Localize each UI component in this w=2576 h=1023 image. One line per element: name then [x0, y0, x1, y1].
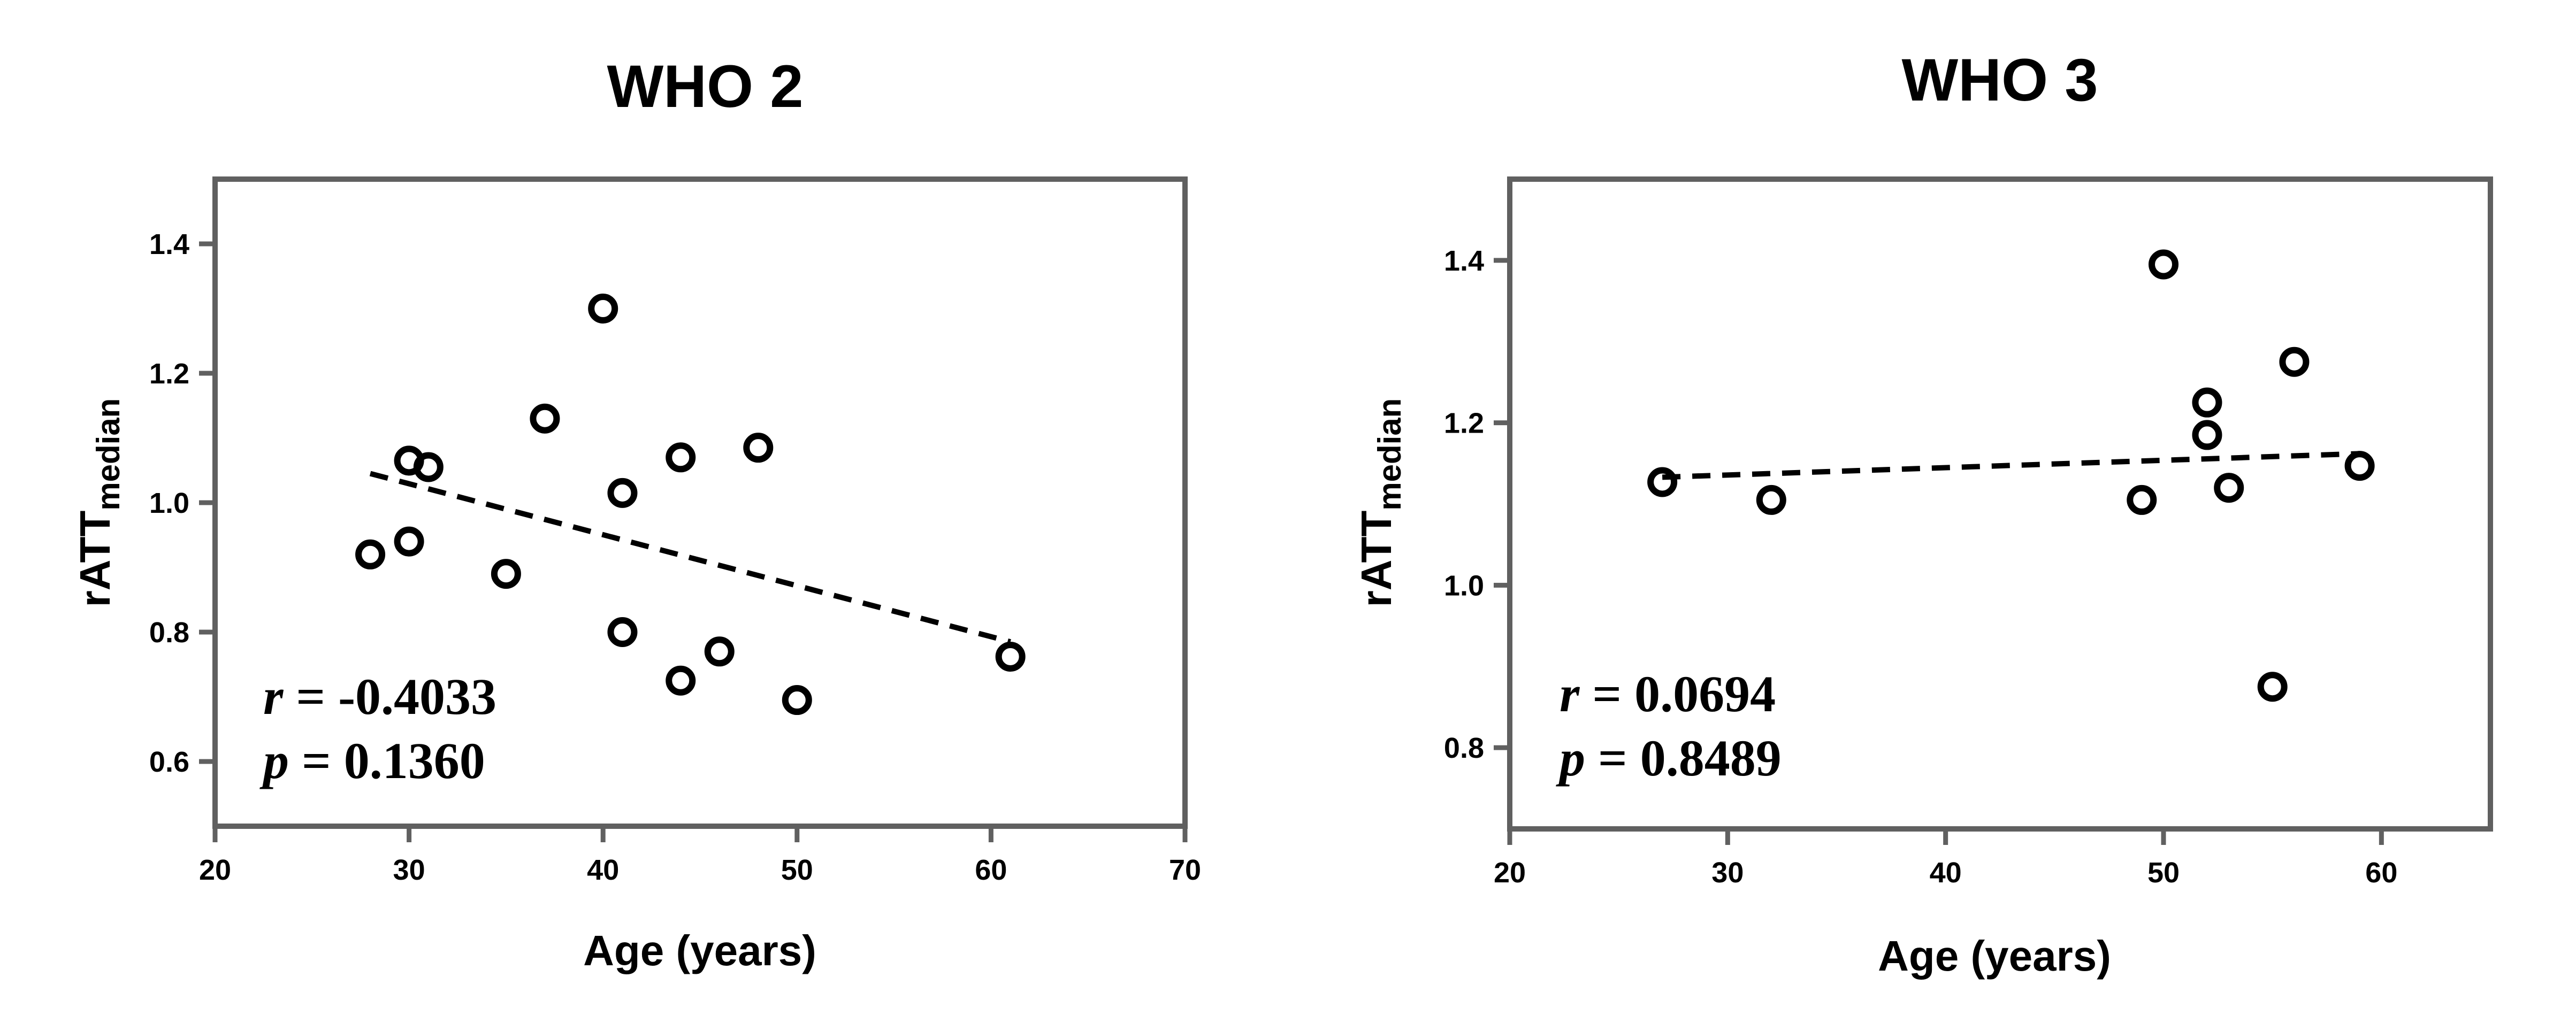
trend-line	[369, 471, 1011, 644]
x-tick-label: 20	[1494, 857, 1526, 889]
y-axis-label-subscript: median	[90, 398, 126, 511]
y-tick-label: 0.8	[149, 617, 189, 649]
data-point	[491, 559, 521, 589]
ticks	[199, 241, 1188, 842]
stat-r-value: = -0.4033	[296, 668, 496, 725]
data-point	[704, 636, 735, 667]
stat-r-symbol: r	[1560, 665, 1580, 722]
data-point	[666, 665, 696, 696]
data-point	[2214, 473, 2244, 503]
stat-p-value: = 0.8489	[1598, 729, 1782, 787]
y-axis-label-main: rATT	[1352, 511, 1400, 607]
data-points	[355, 294, 1026, 716]
stat-p-value: = 0.1360	[302, 732, 485, 789]
x-tick-label: 50	[781, 854, 813, 886]
stat-p-symbol: p	[259, 732, 289, 789]
data-point	[2344, 451, 2375, 481]
y-tick-label: 1.0	[149, 487, 189, 519]
tick-labels: 20 30 40 50 60 0.8 1.0 1.2 1.4	[1444, 245, 2397, 889]
data-point	[588, 294, 618, 324]
y-axis-label: rATTmedian	[71, 398, 126, 607]
data-point	[607, 617, 638, 647]
data-point	[782, 685, 812, 716]
stat-p-symbol: p	[1556, 729, 1585, 787]
panel-who3: WHO 3 20 30 40 50 60 0.8 1.0 1.2 1.4 Age (years)…	[1352, 47, 2493, 980]
x-tick-label: 60	[975, 854, 1007, 886]
x-tick-label: 60	[2365, 857, 2397, 889]
ticks	[1494, 258, 2384, 845]
data-point	[530, 403, 560, 434]
data-point	[1756, 484, 1786, 515]
stat-p: p = 0.8489	[1556, 729, 1782, 787]
x-tick-label: 20	[199, 854, 231, 886]
y-tick-label: 1.4	[149, 228, 189, 260]
stat-r: r = 0.0694	[1560, 665, 1776, 722]
x-tick-label: 70	[1169, 854, 1201, 886]
x-tick-label: 40	[587, 854, 619, 886]
data-point	[607, 478, 638, 508]
trend-line	[1662, 451, 2360, 480]
y-tick-label: 0.8	[1444, 732, 1484, 764]
stat-r-symbol: r	[263, 668, 284, 725]
y-tick-label: 1.0	[1444, 570, 1484, 602]
data-point	[2192, 420, 2222, 450]
data-point	[2149, 249, 2178, 280]
data-point	[2127, 484, 2157, 515]
data-points	[1647, 249, 2375, 702]
data-point	[1647, 467, 1678, 497]
stat-p: p = 0.1360	[259, 732, 485, 789]
data-point	[743, 433, 774, 463]
tick-labels: 20 30 40 50 60 70 0.6 0.8 1.0 1.2 1.4	[149, 228, 1201, 886]
data-point	[413, 452, 444, 482]
x-tick-label: 40	[1930, 857, 1962, 889]
panel-who2: WHO 2 20 30 40 50 60 70 0.6 0.8 1.0 1.2 1.4 Age (y…	[71, 53, 1201, 974]
stat-r-value: = 0.0694	[1592, 665, 1776, 722]
y-tick-label: 1.4	[1444, 245, 1484, 277]
chart-title: WHO 3	[1901, 47, 2098, 113]
data-point	[2279, 347, 2310, 377]
data-point	[666, 442, 696, 473]
y-tick-label: 1.2	[149, 358, 189, 390]
data-point	[2257, 672, 2288, 702]
y-axis-label-main: rATT	[71, 511, 119, 607]
stat-r: r = -0.4033	[263, 668, 496, 725]
y-tick-label: 1.2	[1444, 407, 1484, 440]
data-point	[995, 641, 1026, 672]
data-point	[355, 539, 386, 570]
y-tick-label: 0.6	[149, 746, 189, 778]
x-tick-label: 30	[393, 854, 425, 886]
plot-frame	[1507, 176, 2493, 832]
y-axis-label: rATTmedian	[1352, 398, 1408, 607]
plot-frame	[212, 176, 1188, 829]
chart-title: WHO 2	[607, 53, 803, 120]
data-point	[2192, 387, 2222, 418]
x-axis-label: Age (years)	[1878, 932, 2111, 980]
data-point	[394, 526, 424, 557]
x-tick-label: 50	[2147, 857, 2180, 889]
x-axis-label: Age (years)	[583, 927, 816, 974]
x-tick-label: 30	[1711, 857, 1744, 889]
y-axis-label-subscript: median	[1372, 398, 1408, 511]
